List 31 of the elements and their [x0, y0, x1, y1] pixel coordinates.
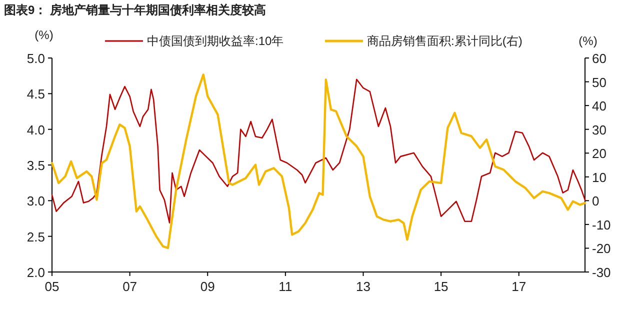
y-tick-label: 2.5: [26, 229, 45, 244]
y-tick-label: 4.5: [26, 86, 45, 102]
x-tick-label: 11: [278, 279, 292, 294]
y2-tick-label: 10: [592, 170, 606, 185]
x-tick-label: 17: [512, 279, 526, 294]
legend-label: 中债国债到期收益率:10年: [147, 34, 284, 48]
y-axis-title: (%): [34, 28, 54, 42]
y2-tick-label: -20: [592, 241, 611, 256]
y2-tick-label: 50: [592, 74, 606, 90]
y-tick-label: 3.0: [26, 194, 45, 209]
y2-axis-title: (%): [578, 34, 598, 48]
y2-tick-label: 0: [592, 194, 600, 209]
y-tick-label: 3.5: [26, 158, 45, 173]
line-series: [50, 74, 586, 250]
y2-tick-label: 60: [592, 51, 606, 66]
x-tick-label: 09: [200, 279, 215, 294]
y2-tick-label: -10: [592, 217, 611, 232]
y2-tick-label: 30: [592, 122, 606, 138]
x-tick-label: 15: [434, 279, 448, 294]
y2-tick-label: 40: [592, 98, 606, 114]
y-tick-label: 5.0: [26, 51, 45, 66]
y2-tick-label: -30: [592, 265, 611, 280]
line-series: [51, 78, 586, 224]
x-tick-label: 13: [356, 279, 370, 294]
chart-title: 图表9： 房地产销量与十年期国债利率相关度较高: [4, 3, 266, 17]
y-tick-label: 4.0: [26, 122, 45, 138]
legend-label: 商品房销售面积:累计同比(右): [367, 34, 522, 48]
y-tick-label: 2.0: [26, 265, 45, 280]
y2-tick-label: 20: [592, 146, 606, 162]
x-tick-label: 07: [122, 279, 138, 294]
x-tick-label: 05: [44, 279, 60, 294]
